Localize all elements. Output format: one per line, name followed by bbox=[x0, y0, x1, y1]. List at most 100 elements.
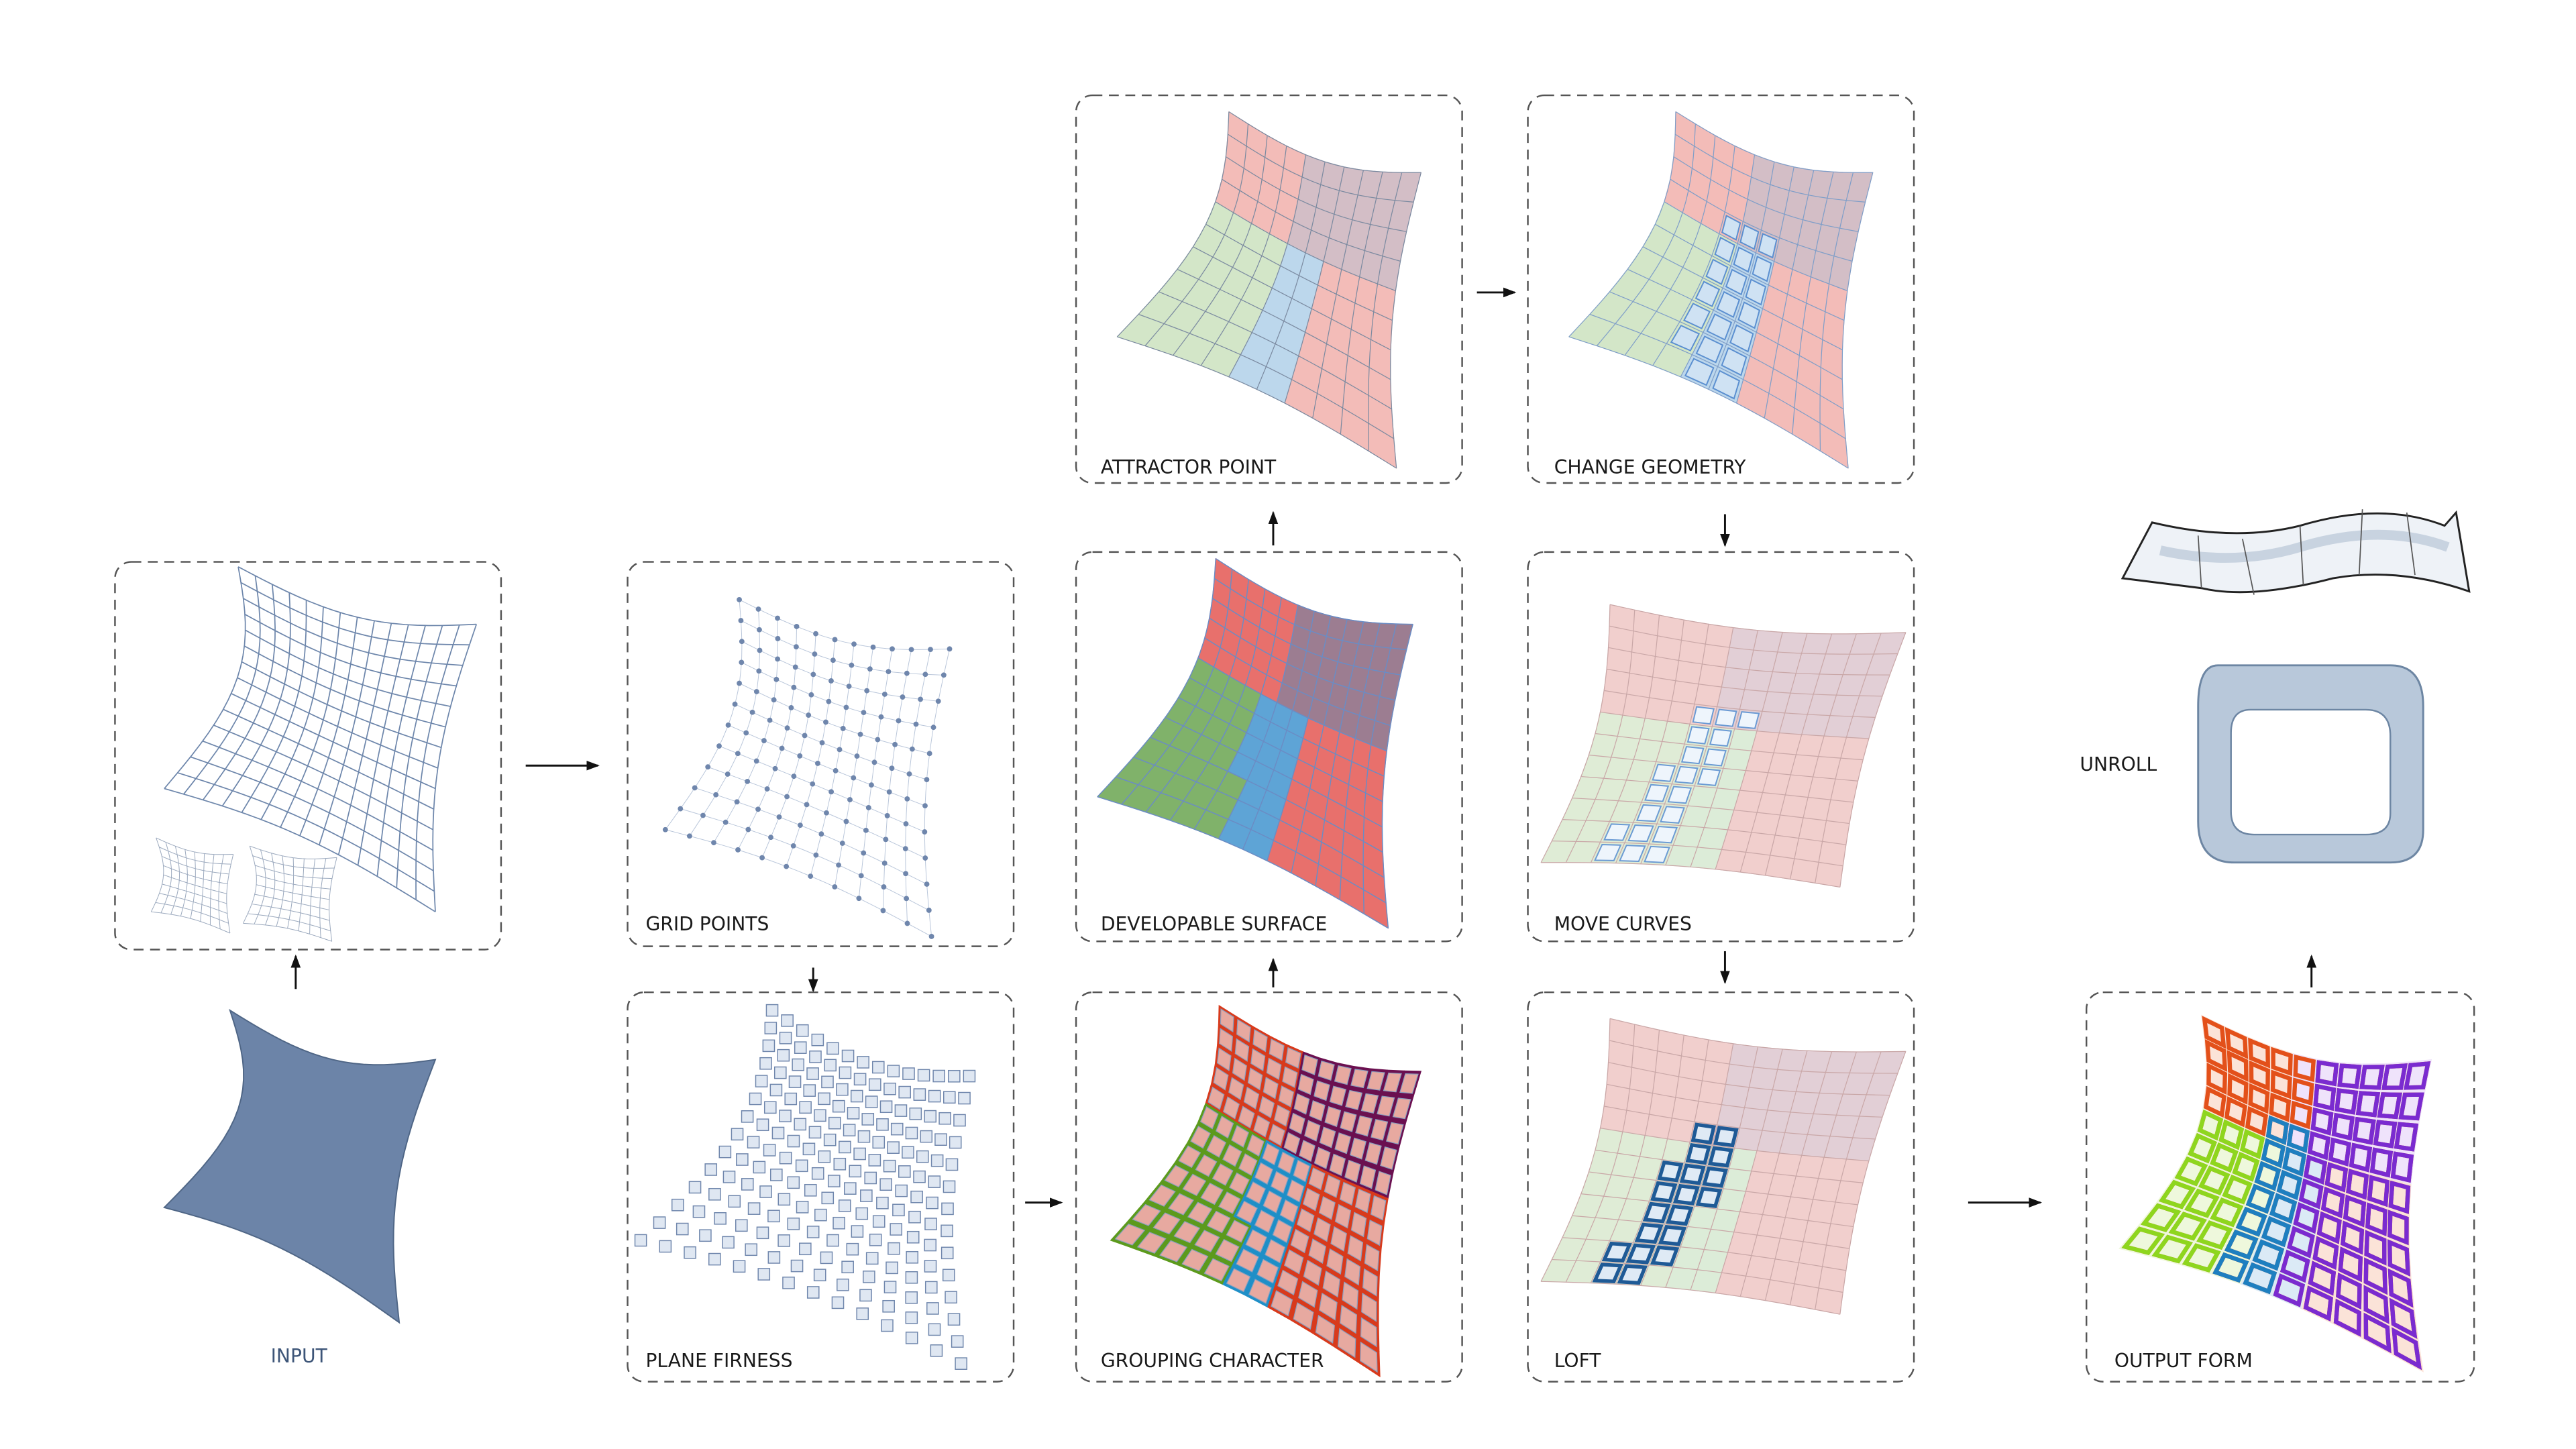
plane-square bbox=[856, 1307, 869, 1320]
grid-curve bbox=[1792, 172, 1834, 435]
surface-cell bbox=[1698, 1080, 1726, 1106]
plane-square bbox=[879, 1100, 893, 1114]
band-cell bbox=[1697, 768, 1721, 786]
band-cell bbox=[1283, 1132, 1301, 1155]
band-cell bbox=[1380, 1146, 1397, 1170]
band-cell bbox=[1360, 1093, 1379, 1114]
band-cell bbox=[2298, 1178, 2324, 1210]
grid-curve bbox=[665, 829, 932, 937]
band-cell bbox=[2324, 1162, 2349, 1193]
plane-square bbox=[898, 1085, 911, 1099]
band-cell bbox=[2293, 1054, 2316, 1083]
grid-point bbox=[792, 664, 798, 670]
band-cell bbox=[1236, 1248, 1259, 1273]
grid-curve bbox=[1568, 336, 1849, 469]
band-cell bbox=[2363, 1285, 2390, 1324]
band-cell bbox=[2334, 1088, 2359, 1115]
band-cell bbox=[2245, 1106, 2268, 1137]
plane-square bbox=[945, 1291, 957, 1304]
band-cell bbox=[1256, 1258, 1279, 1284]
grid-point bbox=[922, 855, 928, 861]
band-cell bbox=[1228, 1077, 1244, 1101]
grid-point bbox=[884, 813, 890, 818]
plane-square bbox=[934, 1133, 947, 1146]
plane-square bbox=[887, 1065, 900, 1077]
band-cell bbox=[1250, 1048, 1266, 1071]
band-cell bbox=[1725, 268, 1748, 296]
band-cell bbox=[1181, 1248, 1209, 1272]
plane-square bbox=[795, 1159, 808, 1173]
plane-square bbox=[963, 1069, 976, 1083]
plane-square bbox=[787, 1176, 800, 1189]
band-cell bbox=[1392, 1097, 1411, 1120]
grid-point bbox=[902, 846, 908, 852]
band-cell bbox=[2224, 1096, 2247, 1128]
grid-point bbox=[903, 821, 909, 826]
band-cell bbox=[2141, 1203, 2182, 1232]
plane-square bbox=[958, 1091, 971, 1105]
grid-curve bbox=[156, 837, 233, 855]
grid-curve bbox=[1655, 223, 1845, 321]
band-cell bbox=[1254, 1210, 1275, 1234]
grid-curve bbox=[905, 649, 931, 924]
band-cell bbox=[1232, 1057, 1247, 1081]
band-cell bbox=[1252, 1028, 1268, 1053]
plane-square bbox=[905, 1291, 918, 1304]
band-cell bbox=[1594, 844, 1622, 861]
grid-point bbox=[794, 623, 800, 629]
band-cell bbox=[1340, 1111, 1357, 1132]
grid-point bbox=[737, 680, 742, 686]
band-cell bbox=[2338, 1246, 2363, 1283]
grid-point bbox=[918, 696, 923, 702]
band-cell bbox=[1216, 1047, 1232, 1071]
band-cell bbox=[2210, 1197, 2244, 1228]
band-cell bbox=[2269, 1193, 2298, 1224]
solid-surface bbox=[163, 1008, 437, 1324]
band-cell bbox=[1302, 1187, 1320, 1212]
band-cell bbox=[1318, 1195, 1336, 1220]
plane-square bbox=[892, 1203, 905, 1217]
grid-point bbox=[870, 644, 876, 650]
plane-square bbox=[906, 1250, 919, 1264]
grid-point bbox=[828, 789, 835, 795]
band-cell bbox=[1136, 1232, 1167, 1254]
grid-point bbox=[745, 778, 751, 784]
band-cell bbox=[1290, 1228, 1309, 1254]
plane-square bbox=[704, 1163, 718, 1176]
plane-square bbox=[741, 1110, 754, 1123]
band-cell bbox=[1680, 746, 1705, 765]
grid-curve bbox=[1839, 632, 1907, 888]
band-cell bbox=[1238, 1106, 1255, 1129]
grid-point bbox=[662, 826, 668, 833]
strip-shade bbox=[2159, 529, 2450, 563]
surface-cell bbox=[1701, 643, 1730, 668]
band-cell bbox=[1190, 1126, 1211, 1149]
plane-square bbox=[653, 1216, 666, 1229]
grid-curve bbox=[858, 649, 893, 899]
grid-curve bbox=[213, 724, 433, 830]
grid-curve bbox=[357, 625, 409, 866]
plane-square bbox=[722, 1171, 736, 1183]
band-cell bbox=[1370, 1195, 1387, 1221]
grid-point bbox=[713, 792, 719, 798]
plane-square bbox=[902, 1146, 914, 1159]
grid-point bbox=[759, 855, 765, 861]
grid-point bbox=[889, 765, 895, 771]
plane-square bbox=[753, 1161, 766, 1174]
plane-square bbox=[833, 1216, 845, 1230]
grid-point bbox=[724, 771, 731, 777]
band-cell bbox=[2270, 1069, 2292, 1099]
plane-square bbox=[846, 1242, 859, 1256]
plane-square bbox=[828, 1116, 841, 1130]
plane-square bbox=[763, 1101, 777, 1114]
band-cell bbox=[1705, 258, 1729, 285]
plane-square bbox=[928, 1175, 941, 1188]
panel-label: OUTPUT FORM bbox=[2114, 1350, 2253, 1372]
grid-curve bbox=[319, 858, 327, 938]
band-cell bbox=[1297, 1073, 1314, 1095]
plane-square bbox=[947, 1313, 961, 1326]
grid-curve bbox=[834, 647, 874, 888]
grid-point bbox=[837, 747, 843, 753]
band-cell bbox=[1187, 1201, 1213, 1224]
